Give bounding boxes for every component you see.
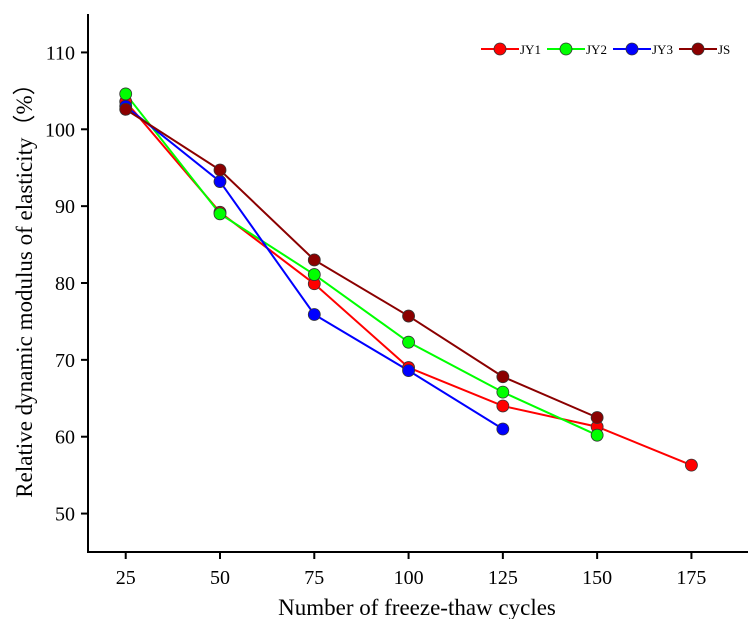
x-tick-label: 150 <box>582 567 612 589</box>
y-tick-label: 110 <box>46 42 75 64</box>
data-point-js <box>496 370 510 384</box>
legend: JY1 JY2 JY3 JS <box>481 42 730 57</box>
data-point-js <box>307 253 321 267</box>
legend-marker-js <box>691 42 705 56</box>
data-point-jy3 <box>496 422 510 436</box>
y-tick-label: 100 <box>45 119 75 141</box>
x-axis-title: Number of freeze-thaw cycles <box>278 595 556 619</box>
ticks: 25 50 75 100 125 150 175 50 60 70 80 90 100 110 <box>45 42 706 589</box>
data-point-jy2 <box>590 428 604 442</box>
legend-marker-jy1 <box>493 42 507 56</box>
data-point-jy1 <box>496 399 510 413</box>
data-point-jy2 <box>213 207 227 221</box>
legend-marker-jy2 <box>559 42 573 56</box>
legend-label-jy2: JY2 <box>586 42 607 57</box>
data-point-jy2 <box>496 385 510 399</box>
x-tick-label: 175 <box>676 567 706 589</box>
y-tick-label: 90 <box>55 196 75 218</box>
x-tick-label: 125 <box>488 567 518 589</box>
data-point-jy1 <box>685 458 698 472</box>
y-axis-title: Relative dynamic modulus of elasticity（%… <box>12 72 37 497</box>
legend-label-jy3: JY3 <box>652 42 673 57</box>
x-tick-label: 50 <box>210 567 230 589</box>
y-tick-label: 60 <box>55 427 75 449</box>
x-tick-label: 25 <box>116 567 136 589</box>
y-tick-label: 70 <box>55 350 75 372</box>
legend-marker-jy3 <box>625 42 639 56</box>
x-tick-label: 75 <box>304 567 324 589</box>
data-point-jy3 <box>307 308 321 321</box>
series-layer <box>119 87 698 472</box>
data-point-jy3 <box>402 364 415 378</box>
x-tick-label: 100 <box>394 567 424 589</box>
data-point-js <box>402 309 415 323</box>
data-point-jy2 <box>402 335 415 349</box>
data-point-js <box>590 411 604 424</box>
data-point-js <box>213 163 227 177</box>
series-line-jy2 <box>124 93 598 437</box>
series-line-js <box>125 108 598 419</box>
y-tick-label: 80 <box>55 273 75 295</box>
data-point-jy2 <box>307 268 321 281</box>
series-line-jy3 <box>125 105 504 430</box>
legend-label-js: JS <box>718 42 730 57</box>
legend-label-jy1: JY1 <box>520 42 541 57</box>
data-point-jy3 <box>213 175 227 188</box>
data-point-jy2 <box>119 87 133 101</box>
series-line-jy1 <box>124 100 692 467</box>
y-tick-label: 50 <box>55 504 75 526</box>
axes <box>87 14 748 553</box>
data-point-js <box>119 102 133 116</box>
